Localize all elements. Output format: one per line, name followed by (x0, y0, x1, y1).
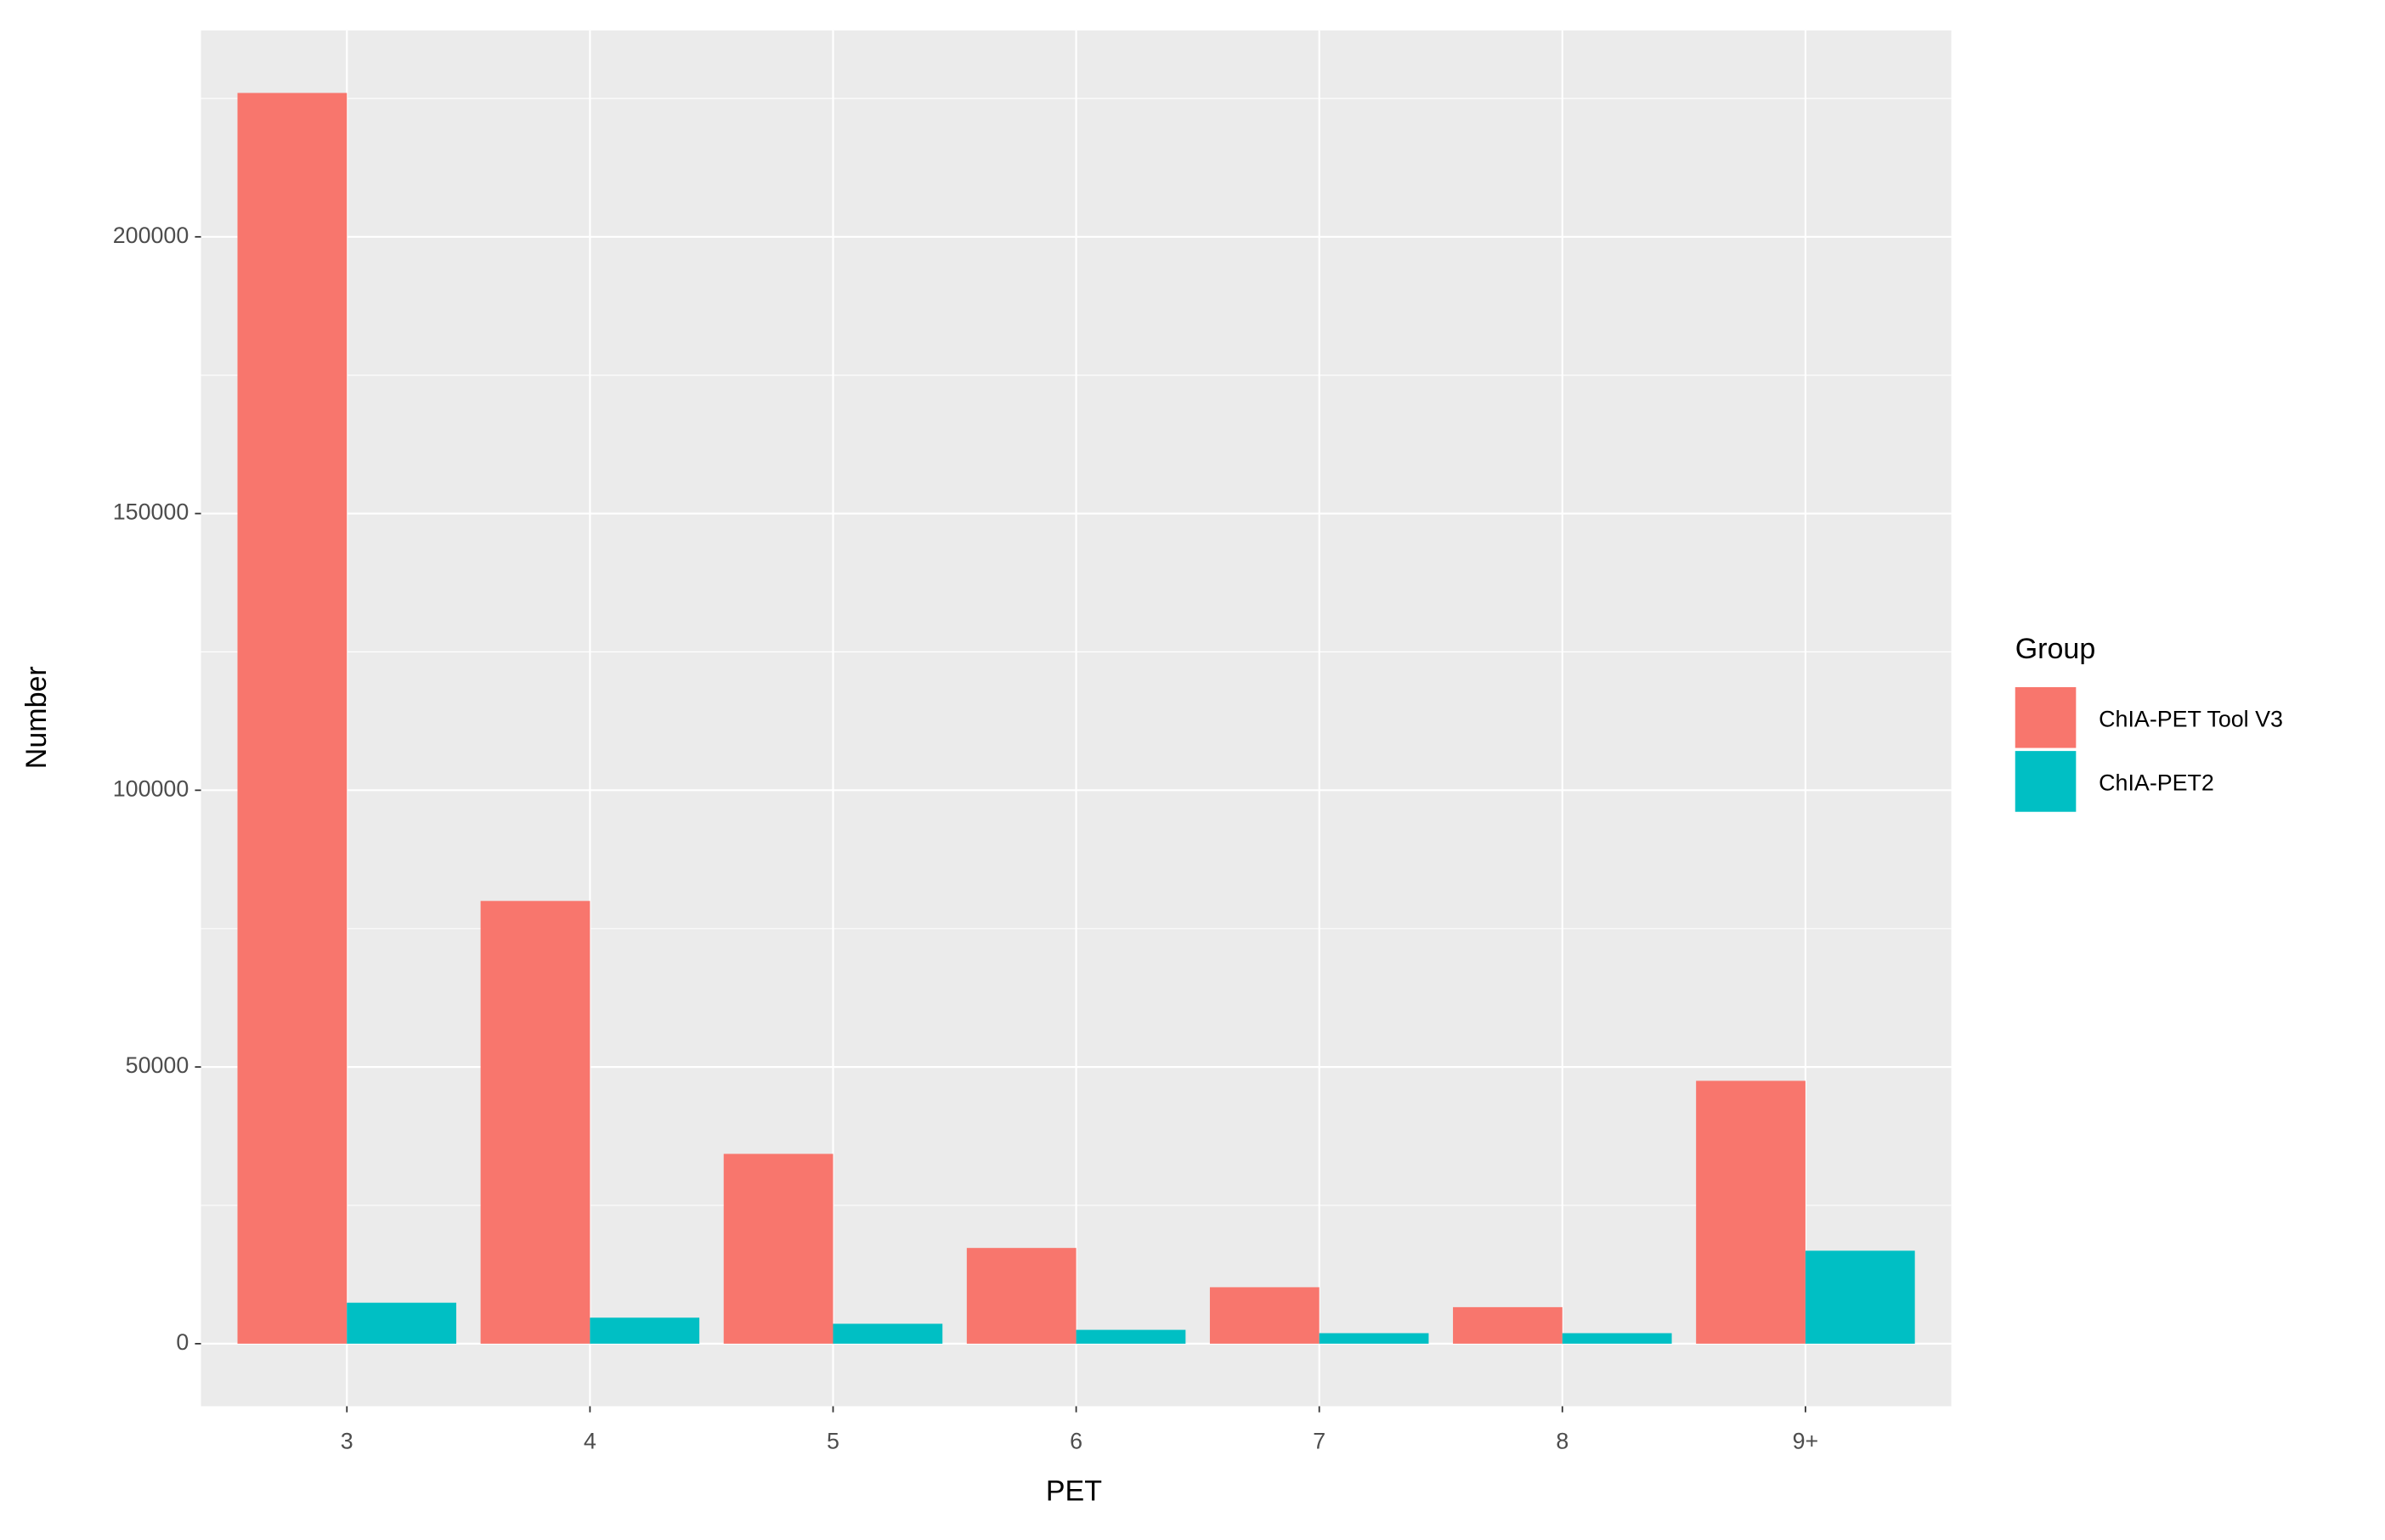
y-tick-label: 150000 (113, 499, 189, 525)
y-tick-label: 50000 (126, 1052, 189, 1078)
x-tick-label: 6 (1070, 1429, 1082, 1454)
bar (1562, 1333, 1672, 1344)
bar (590, 1317, 700, 1344)
x-tick-label: 5 (827, 1429, 839, 1454)
bar (347, 1302, 457, 1344)
bar (723, 1154, 834, 1344)
y-tick-label: 100000 (113, 776, 189, 801)
bar (1076, 1329, 1186, 1344)
y-axis-title: Number (20, 666, 53, 769)
legend-label: ChIA-PET Tool V3 (2099, 706, 2283, 731)
x-axis-title: PET (1046, 1475, 1102, 1508)
legend-label: ChIA-PET2 (2099, 770, 2214, 796)
bar (1319, 1333, 1429, 1344)
y-tick-label: 0 (176, 1329, 189, 1355)
x-tick-label: 4 (584, 1429, 596, 1454)
bar (833, 1323, 943, 1344)
bar (1453, 1306, 1563, 1344)
x-tick-label: 8 (1556, 1429, 1568, 1454)
x-tick-label: 7 (1313, 1429, 1325, 1454)
legend-key (2015, 686, 2077, 748)
x-tick-label: 9+ (1793, 1429, 1819, 1454)
bar (1805, 1250, 1915, 1344)
legend-key (2015, 751, 2077, 812)
y-tick-label: 200000 (113, 223, 189, 248)
bar (480, 900, 591, 1344)
bar (966, 1248, 1077, 1344)
legend-title: Group (2015, 633, 2096, 665)
x-tick-label: 3 (341, 1429, 353, 1454)
bar (1696, 1080, 1806, 1344)
bar (1209, 1287, 1320, 1344)
bar (237, 93, 348, 1344)
